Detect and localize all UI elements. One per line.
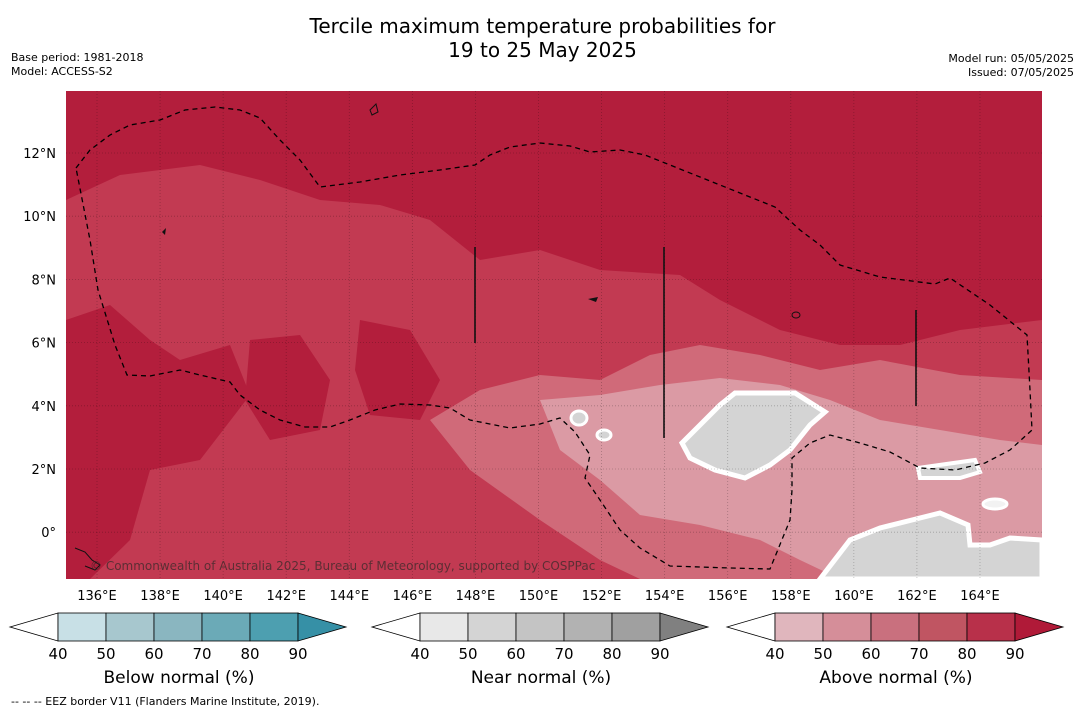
colorbar-segment <box>611 612 661 642</box>
lon-tick-label: 148°E <box>456 589 496 604</box>
field-near-normal-5 <box>595 428 613 442</box>
colorbar-extend-low <box>725 612 776 642</box>
colorbar-tick-label: 40 <box>765 645 784 663</box>
colorbar-segment <box>563 612 613 642</box>
colorbar-tick-label: 60 <box>144 645 163 663</box>
title-line-1: Tercile maximum temperature probabilitie… <box>309 14 776 38</box>
colorbar-near: 40 50 60 70 80 90 <box>370 612 710 663</box>
lon-tick-label: 164°E <box>960 589 1000 604</box>
lon-tick-label: 152°E <box>582 589 622 604</box>
meta-left: Base period: 1981-2018 Model: ACCESS-S2 <box>11 51 143 79</box>
colorbar-segment <box>515 612 565 642</box>
colorbar-tick-label: 80 <box>240 645 259 663</box>
lon-tick-label: 138°E <box>140 589 180 604</box>
issued-date: Issued: 07/05/2025 <box>967 66 1074 79</box>
colorbar-segment <box>201 612 251 642</box>
colorbar-segment <box>153 612 203 642</box>
island-4 <box>588 297 598 302</box>
field-near-normal-3 <box>915 457 983 480</box>
base-period: Base period: 1981-2018 <box>11 51 144 64</box>
colorbar-tick-label: 70 <box>554 645 573 663</box>
colorbar-tick-label: 70 <box>192 645 211 663</box>
eez-footer-note: -- -- -- EEZ border V11 (Flanders Marine… <box>11 695 320 708</box>
lon-tick-label: 150°E <box>519 589 559 604</box>
colorbar-segment <box>918 612 968 642</box>
colorbar-below-label: Below normal (%) <box>103 668 255 688</box>
colorbar-segment <box>774 612 824 642</box>
colorbar-tick-label: 60 <box>506 645 525 663</box>
colorbar-segment <box>249 612 299 642</box>
colorbar-segment <box>822 612 872 642</box>
colorbar-segment <box>870 612 920 642</box>
colorbar-tick-label: 40 <box>410 645 429 663</box>
colorbar-tick-label: 90 <box>288 645 307 663</box>
colorbar-segment <box>57 612 107 642</box>
island-3 <box>162 228 166 235</box>
lon-tick-label: 146°E <box>393 589 433 604</box>
lat-tick-label: 8°N <box>32 273 57 288</box>
lon-tick-label: 144°E <box>330 589 370 604</box>
colorbar-extend-low <box>8 612 59 642</box>
colorbar-tick-label: 60 <box>861 645 880 663</box>
island-1 <box>369 103 379 116</box>
colorbar-tick-label: 50 <box>458 645 477 663</box>
colorbar-tick-label: 80 <box>957 645 976 663</box>
colorbar-tick-label: 70 <box>909 645 928 663</box>
lon-tick-label: 156°E <box>708 589 748 604</box>
colorbar-tick-label: 50 <box>96 645 115 663</box>
gridlines <box>66 91 1042 579</box>
colorbar-segment <box>467 612 517 642</box>
meta-right: Model run: 05/05/2025 Issued: 07/05/2025 <box>948 52 1074 80</box>
lat-tick-label: 4°N <box>32 400 57 415</box>
colorbar-above-label: Above normal (%) <box>819 668 973 688</box>
colorbar-extend-high <box>659 612 710 642</box>
lat-tick-label: 2°N <box>32 463 57 478</box>
colorbar-extend-low <box>370 612 421 642</box>
lat-tick-label: 0° <box>41 526 56 541</box>
colorbars: 40 50 60 70 80 90 40 50 60 70 80 90 40 50 60 70 80 90 <box>8 612 1065 663</box>
colorbar-tick-label: 90 <box>1005 645 1024 663</box>
colorbar-segment <box>966 612 1016 642</box>
field-above-dark-blob-1 <box>66 305 250 579</box>
lon-tick-label: 162°E <box>897 589 937 604</box>
model-name: Model: ACCESS-S2 <box>11 65 113 78</box>
map-area: © Commonwealth of Australia 2025, Bureau… <box>66 91 1042 579</box>
colorbar-tick-label: 90 <box>650 645 669 663</box>
field-near-normal-2 <box>816 510 1042 579</box>
lat-tick-label: 6°N <box>32 337 57 352</box>
field-near-normal-1 <box>678 390 830 481</box>
colorbar-tick-label: 80 <box>602 645 621 663</box>
title-line-2: 19 to 25 May 2025 <box>448 38 637 62</box>
colorbar-below: 40 50 60 70 80 90 <box>8 612 348 663</box>
copyright-text: © Commonwealth of Australia 2025, Bureau… <box>90 559 595 573</box>
lon-tick-label: 158°E <box>771 589 811 604</box>
colorbar-segment <box>105 612 155 642</box>
colorbar-tick-label: 50 <box>813 645 832 663</box>
field-above-dark-blob-2 <box>355 320 440 420</box>
coastline-sw <box>74 547 101 571</box>
lon-tick-label: 160°E <box>834 589 874 604</box>
lon-tick-label: 140°E <box>203 589 243 604</box>
latitude-labels: 12°N 10°N 8°N 6°N 4°N 2°N 0° <box>23 147 56 541</box>
island-2 <box>791 311 801 319</box>
lat-tick-label: 12°N <box>23 147 56 162</box>
colorbar-above: 40 50 60 70 80 90 <box>725 612 1065 663</box>
colorbar-tick-label: 40 <box>48 645 67 663</box>
field-near-normal-4 <box>569 409 589 427</box>
colorbar-segment <box>419 612 469 642</box>
colorbar-extend-high <box>297 612 348 642</box>
lon-tick-label: 136°E <box>77 589 117 604</box>
model-run: Model run: 05/05/2025 <box>948 52 1074 65</box>
colorbar-extend-high <box>1014 612 1065 642</box>
lat-tick-label: 10°N <box>23 210 56 225</box>
longitude-labels: 136°E 138°E 140°E 142°E 144°E 146°E 148°E 150°E… <box>77 589 1000 604</box>
chart-title: Tercile maximum temperature probabilitie… <box>0 14 1085 62</box>
lon-tick-label: 142°E <box>266 589 306 604</box>
field-near-normal-6 <box>981 497 1009 511</box>
colorbar-near-label: Near normal (%) <box>470 668 612 688</box>
lon-tick-label: 154°E <box>645 589 685 604</box>
